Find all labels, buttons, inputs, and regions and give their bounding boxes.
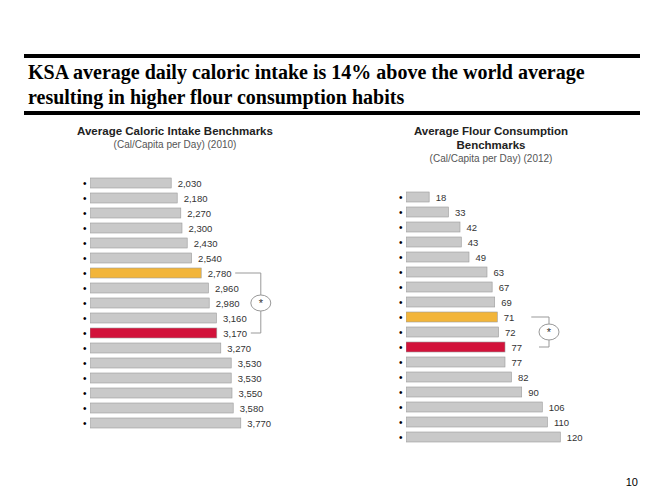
- svg-text:82: 82: [518, 372, 529, 383]
- svg-text:•: •: [83, 208, 87, 219]
- svg-text:*: *: [547, 326, 552, 338]
- svg-text:110: 110: [554, 417, 569, 428]
- svg-text:72: 72: [505, 327, 516, 338]
- svg-text:•: •: [399, 327, 403, 338]
- svg-text:•: •: [399, 312, 403, 323]
- svg-text:90: 90: [528, 387, 539, 398]
- svg-text:•: •: [83, 298, 87, 309]
- svg-text:77: 77: [512, 357, 523, 368]
- svg-text:•: •: [399, 297, 403, 308]
- html-text:(Cal/Capita per Day) (2010): (Cal/Capita per Day) (2010): [113, 139, 237, 150]
- svg-text:49: 49: [476, 252, 487, 263]
- svg-text:•: •: [83, 403, 87, 414]
- svg-text:•: •: [399, 282, 403, 293]
- svg-text:•: •: [399, 402, 403, 413]
- svg-text:3,170: 3,170: [223, 328, 247, 339]
- svg-text:•: •: [399, 372, 403, 383]
- svg-text:•: •: [83, 313, 87, 324]
- svg-text:42: 42: [467, 222, 478, 233]
- svg-text:2,030: 2,030: [178, 178, 202, 189]
- svg-text:•: •: [83, 418, 87, 429]
- svg-text:3,550: 3,550: [239, 388, 263, 399]
- svg-text:71: 71: [504, 312, 515, 323]
- svg-text:77: 77: [512, 342, 523, 353]
- svg-text:•: •: [83, 193, 87, 204]
- svg-text:•: •: [399, 222, 403, 233]
- svg-text:•: •: [83, 358, 87, 369]
- svg-text:18: 18: [436, 192, 447, 203]
- svg-text:63: 63: [494, 267, 505, 278]
- svg-text:•: •: [83, 223, 87, 234]
- svg-text:•: •: [83, 238, 87, 249]
- svg-text:3,530: 3,530: [238, 373, 262, 384]
- svg-text:•: •: [399, 342, 403, 353]
- svg-text:•: •: [83, 268, 87, 279]
- svg-text:•: •: [399, 192, 403, 203]
- svg-text:67: 67: [499, 282, 510, 293]
- svg-text:3,770: 3,770: [247, 418, 271, 429]
- svg-text:106: 106: [549, 402, 565, 413]
- svg-text:33: 33: [455, 207, 466, 218]
- svg-text:•: •: [83, 253, 87, 264]
- svg-text:2,270: 2,270: [187, 208, 211, 219]
- svg-text:3,160: 3,160: [223, 313, 247, 324]
- svg-text:2,980: 2,980: [216, 298, 240, 309]
- svg-text:•: •: [399, 267, 403, 278]
- svg-text:2,540: 2,540: [198, 253, 222, 264]
- svg-text:69: 69: [501, 297, 512, 308]
- svg-text:120: 120: [567, 432, 583, 443]
- svg-text:•: •: [83, 373, 87, 384]
- svg-text:•: •: [399, 207, 403, 218]
- svg-text:2,300: 2,300: [189, 223, 213, 234]
- svg-text:•: •: [83, 178, 87, 189]
- svg-text:2,180: 2,180: [184, 193, 208, 204]
- svg-text:•: •: [83, 328, 87, 339]
- html-text:10: 10: [625, 476, 638, 488]
- svg-text:•: •: [83, 283, 87, 294]
- svg-text:2,780: 2,780: [208, 268, 232, 279]
- html-text:(Cal/Capita per Day) (2012): (Cal/Capita per Day) (2012): [429, 153, 553, 164]
- svg-text:•: •: [399, 387, 403, 398]
- html-text:KSA average daily caloric inta: KSA average daily caloric intake is 14% …: [28, 61, 585, 108]
- svg-text:•: •: [399, 432, 403, 443]
- svg-text:*: *: [259, 297, 264, 309]
- svg-text:2,960: 2,960: [215, 283, 239, 294]
- html-text:Average Caloric Intake Benchma: Average Caloric Intake Benchmarks: [77, 125, 273, 137]
- html-text:Average Flour Consumption Benc: Average Flour Consumption Benchmarks: [413, 125, 569, 151]
- svg-text:•: •: [83, 343, 87, 354]
- svg-text:43: 43: [468, 237, 479, 248]
- svg-text:3,530: 3,530: [238, 358, 262, 369]
- svg-text:2,430: 2,430: [194, 238, 218, 249]
- svg-text:•: •: [399, 252, 403, 263]
- svg-text:3,580: 3,580: [240, 403, 264, 414]
- svg-text:•: •: [399, 237, 403, 248]
- svg-text:•: •: [83, 388, 87, 399]
- svg-text:3,270: 3,270: [227, 343, 251, 354]
- svg-text:•: •: [399, 417, 403, 428]
- svg-text:•: •: [399, 357, 403, 368]
